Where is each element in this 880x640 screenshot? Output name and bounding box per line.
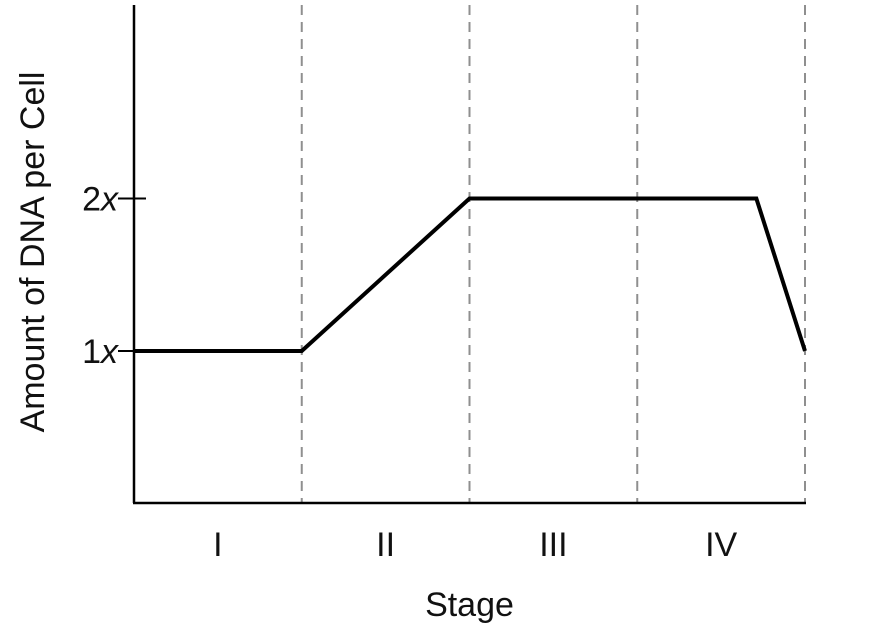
stage-label: III — [539, 526, 567, 564]
y-tick-label: 2x — [82, 181, 119, 219]
stage-dividers — [300, 5, 806, 503]
series-layer — [134, 196, 807, 353]
y-tick-label: 1x — [82, 333, 119, 371]
x-tick-labels: I II III IV — [213, 526, 737, 564]
stage-label: IV — [705, 526, 737, 564]
y-ticks: 1x 2x — [82, 181, 146, 371]
x-axis-title: Stage — [425, 586, 514, 624]
y-axis-title: Amount of DNA per Cell — [14, 72, 52, 433]
dna-amount-line — [134, 196, 807, 353]
stage-label: II — [376, 526, 395, 564]
stage-label: I — [213, 526, 222, 564]
